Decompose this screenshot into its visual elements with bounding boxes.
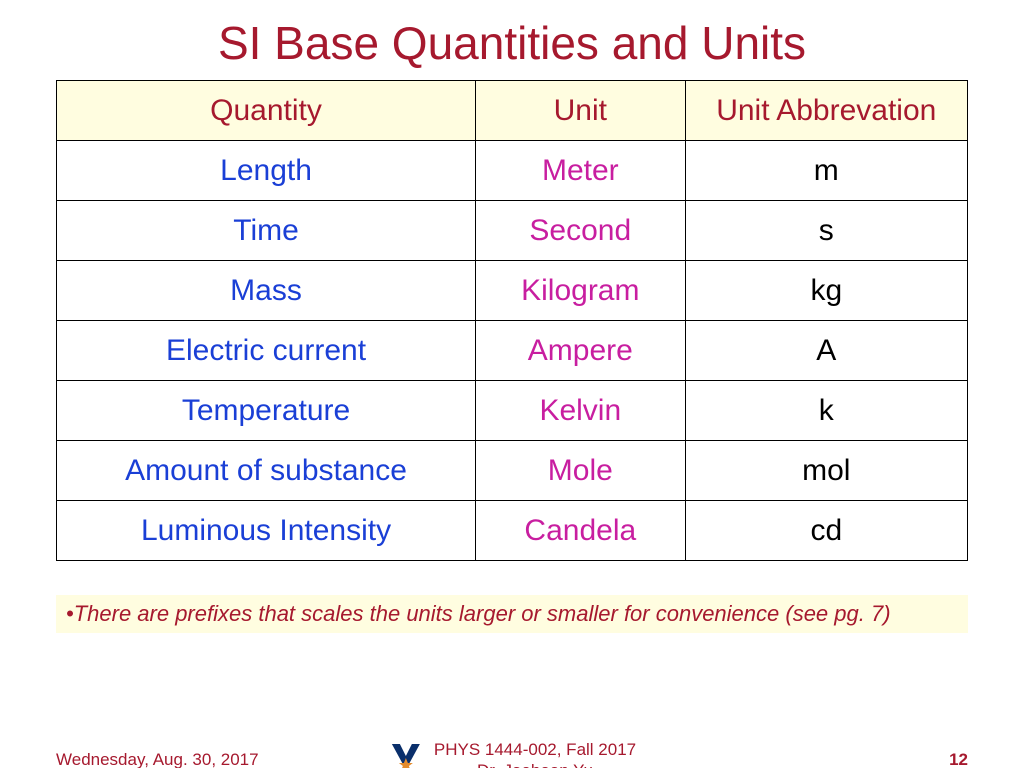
table-cell: kg — [685, 261, 967, 321]
footer-date: Wednesday, Aug. 30, 2017 — [56, 750, 259, 768]
table-cell: k — [685, 381, 967, 441]
table-cell: mol — [685, 441, 967, 501]
table-cell: Electric current — [57, 321, 476, 381]
table-cell: Candela — [476, 501, 686, 561]
footer-instructor: Dr. Jaehoon Yu — [434, 760, 636, 768]
page-number: 12 — [949, 750, 968, 768]
slide: SI Base Quantities and Units QuantityUni… — [0, 16, 1024, 768]
table-cell: m — [685, 141, 967, 201]
note-text: There are prefixes that scales the units… — [74, 601, 891, 626]
note-bullet: • — [66, 601, 74, 626]
table-row: Electric currentAmpereA — [57, 321, 968, 381]
table-cell: Second — [476, 201, 686, 261]
table-cell: Ampere — [476, 321, 686, 381]
table-cell: cd — [685, 501, 967, 561]
table-row: MassKilogramkg — [57, 261, 968, 321]
table-cell: A — [685, 321, 967, 381]
table-row: TimeSeconds — [57, 201, 968, 261]
table-cell: Temperature — [57, 381, 476, 441]
table-cell: Length — [57, 141, 476, 201]
table-body: LengthMetermTimeSecondsMassKilogramkgEle… — [57, 141, 968, 561]
table-row: LengthMeterm — [57, 141, 968, 201]
si-table-container: QuantityUnitUnit Abbrevation LengthMeter… — [56, 80, 968, 561]
table-head: QuantityUnitUnit Abbrevation — [57, 81, 968, 141]
table-cell: Mole — [476, 441, 686, 501]
table-row: Amount of substanceMolemol — [57, 441, 968, 501]
table-cell: Kelvin — [476, 381, 686, 441]
footer-course-block: PHYS 1444-002, Fall 2017 Dr. Jaehoon Yu — [434, 739, 636, 768]
table-row: TemperatureKelvink — [57, 381, 968, 441]
table-cell: s — [685, 201, 967, 261]
slide-footer: Wednesday, Aug. 30, 2017 PHYS 1444-002, … — [0, 750, 1024, 768]
table-cell: Amount of substance — [57, 441, 476, 501]
table-header-row: QuantityUnitUnit Abbrevation — [57, 81, 968, 141]
uta-logo-icon — [388, 740, 424, 768]
table-cell: Mass — [57, 261, 476, 321]
table-header-cell: Unit Abbrevation — [685, 81, 967, 141]
footer-course: PHYS 1444-002, Fall 2017 — [434, 739, 636, 760]
table-cell: Luminous Intensity — [57, 501, 476, 561]
table-cell: Meter — [476, 141, 686, 201]
table-cell: Kilogram — [476, 261, 686, 321]
page-title: SI Base Quantities and Units — [0, 16, 1024, 70]
table-header-cell: Quantity — [57, 81, 476, 141]
prefixes-note: •There are prefixes that scales the unit… — [56, 595, 968, 633]
table-header-cell: Unit — [476, 81, 686, 141]
table-cell: Time — [57, 201, 476, 261]
si-units-table: QuantityUnitUnit Abbrevation LengthMeter… — [56, 80, 968, 561]
footer-center: PHYS 1444-002, Fall 2017 Dr. Jaehoon Yu — [388, 739, 636, 768]
table-row: Luminous IntensityCandelacd — [57, 501, 968, 561]
